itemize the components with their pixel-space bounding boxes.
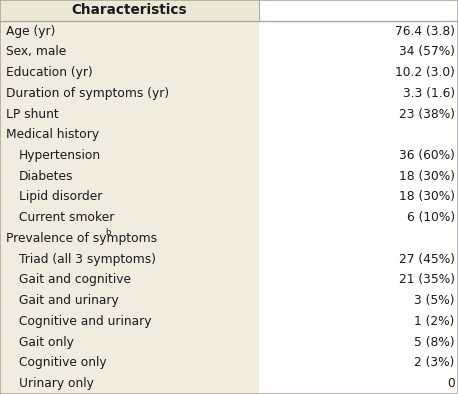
Bar <box>259 373 458 394</box>
Bar <box>259 62 458 83</box>
Bar <box>0 104 259 125</box>
Bar <box>259 228 458 249</box>
Text: 1 (2%): 1 (2%) <box>414 315 455 328</box>
Bar <box>259 166 458 187</box>
Bar <box>259 125 458 145</box>
Text: 18 (30%): 18 (30%) <box>399 170 455 183</box>
Text: 5 (8%): 5 (8%) <box>414 336 455 349</box>
Text: b: b <box>105 228 111 237</box>
Bar <box>0 166 259 187</box>
Bar <box>0 269 259 290</box>
Bar <box>0 83 259 104</box>
Text: 23 (38%): 23 (38%) <box>399 108 455 121</box>
Bar <box>0 62 259 83</box>
Text: Lipid disorder: Lipid disorder <box>19 191 103 203</box>
Text: 0: 0 <box>447 377 455 390</box>
Bar <box>0 207 259 228</box>
Text: Medical history: Medical history <box>6 128 99 141</box>
Bar <box>0 249 259 269</box>
Bar <box>0 228 259 249</box>
Bar <box>0 0 259 21</box>
Bar <box>259 41 458 62</box>
Text: Prevalence of symptoms: Prevalence of symptoms <box>6 232 158 245</box>
Text: Urinary only: Urinary only <box>19 377 94 390</box>
Bar <box>0 21 259 41</box>
Bar <box>0 290 259 311</box>
Text: Sex, male: Sex, male <box>6 45 67 58</box>
Text: 18 (30%): 18 (30%) <box>399 191 455 203</box>
Bar <box>259 249 458 269</box>
Bar <box>259 290 458 311</box>
Text: 34 (57%): 34 (57%) <box>399 45 455 58</box>
Bar <box>259 145 458 166</box>
Text: 36 (60%): 36 (60%) <box>399 149 455 162</box>
Text: 3.3 (1.6): 3.3 (1.6) <box>403 87 455 100</box>
Text: 27 (45%): 27 (45%) <box>399 253 455 266</box>
Bar <box>259 104 458 125</box>
Bar <box>0 125 259 145</box>
Text: 3 (5%): 3 (5%) <box>414 294 455 307</box>
Text: 6 (10%): 6 (10%) <box>407 211 455 224</box>
Bar <box>259 21 458 41</box>
Text: 76.4 (3.8): 76.4 (3.8) <box>395 24 455 37</box>
Bar <box>0 332 259 353</box>
Bar <box>0 311 259 332</box>
Bar <box>259 353 458 373</box>
Bar <box>259 0 458 21</box>
Text: Education (yr): Education (yr) <box>6 66 93 79</box>
Text: 10.2 (3.0): 10.2 (3.0) <box>395 66 455 79</box>
Bar <box>259 311 458 332</box>
Text: LP shunt: LP shunt <box>6 108 59 121</box>
Bar <box>0 41 259 62</box>
Bar <box>0 187 259 207</box>
Bar <box>259 269 458 290</box>
Text: Hypertension: Hypertension <box>19 149 101 162</box>
Text: Characteristics: Characteristics <box>71 4 187 17</box>
Bar <box>259 207 458 228</box>
Text: Gait and urinary: Gait and urinary <box>19 294 119 307</box>
Text: 21 (35%): 21 (35%) <box>399 273 455 286</box>
Text: Age (yr): Age (yr) <box>6 24 56 37</box>
Text: Duration of symptoms (yr): Duration of symptoms (yr) <box>6 87 169 100</box>
Bar <box>259 83 458 104</box>
Bar <box>0 145 259 166</box>
Text: Diabetes: Diabetes <box>19 170 74 183</box>
Text: Cognitive and urinary: Cognitive and urinary <box>19 315 152 328</box>
Text: Gait only: Gait only <box>19 336 74 349</box>
Bar <box>259 187 458 207</box>
Bar <box>259 332 458 353</box>
Text: Triad (all 3 symptoms): Triad (all 3 symptoms) <box>19 253 156 266</box>
Text: Cognitive only: Cognitive only <box>19 357 107 370</box>
Text: 2 (3%): 2 (3%) <box>414 357 455 370</box>
Text: Current smoker: Current smoker <box>19 211 114 224</box>
Bar <box>0 373 259 394</box>
Text: Gait and cognitive: Gait and cognitive <box>19 273 131 286</box>
Bar <box>0 353 259 373</box>
